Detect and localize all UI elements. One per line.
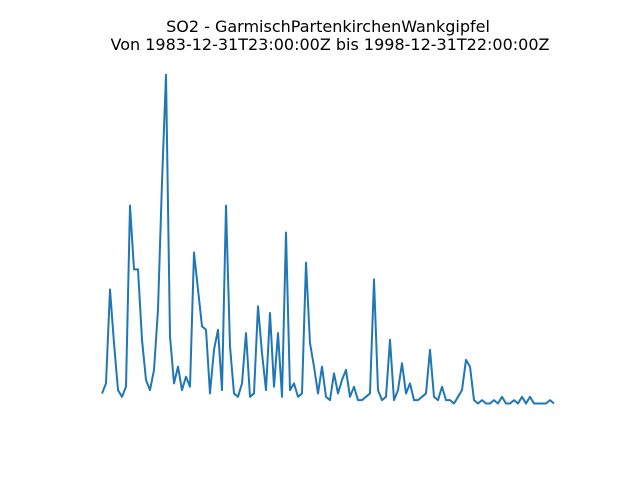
chart-subtitle: Von 1983-12-31T23:00:00Z bis 1998-12-31T… [111,35,550,54]
data-line [101,73,555,405]
chart-title: SO2 - GarmischPartenkirchenWankgipfel [166,17,490,36]
